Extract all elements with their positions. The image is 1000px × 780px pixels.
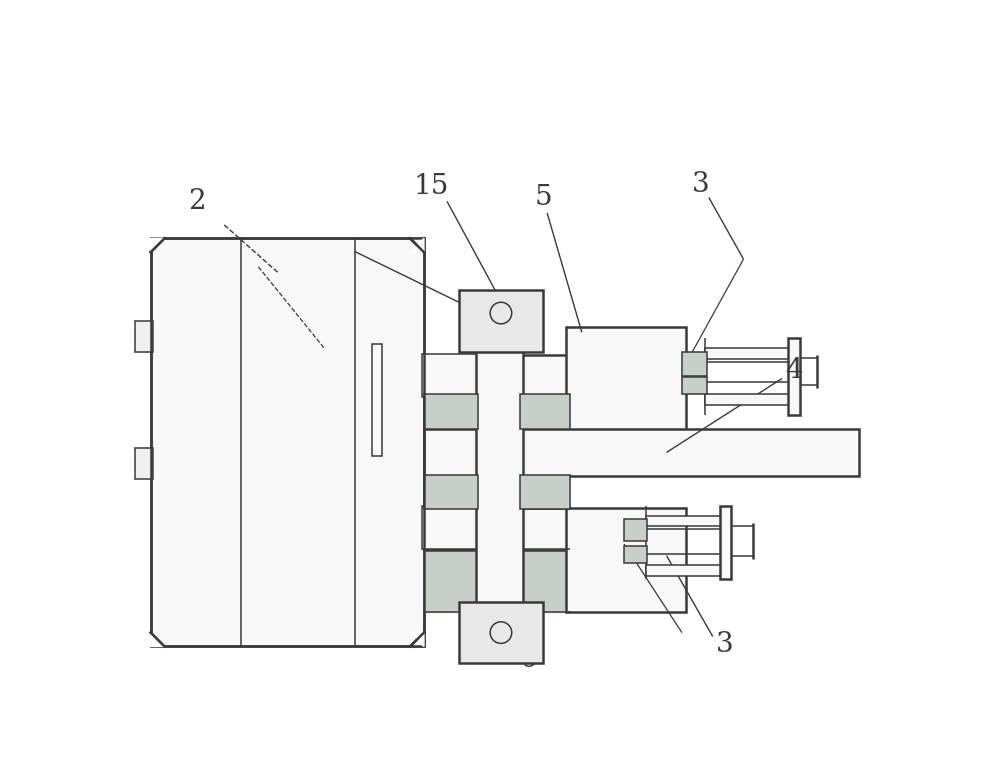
- Bar: [424, 394, 478, 428]
- Bar: [520, 394, 570, 428]
- Bar: [705, 394, 790, 406]
- Bar: [151, 239, 424, 647]
- Bar: [624, 519, 647, 541]
- Bar: [476, 311, 523, 654]
- Bar: [372, 344, 382, 456]
- Bar: [624, 546, 647, 563]
- Bar: [422, 506, 480, 549]
- Bar: [520, 475, 570, 509]
- Bar: [151, 239, 424, 647]
- Text: 2: 2: [188, 188, 206, 215]
- Bar: [424, 475, 478, 509]
- Polygon shape: [410, 633, 424, 647]
- Polygon shape: [424, 549, 570, 612]
- Bar: [424, 356, 570, 395]
- Polygon shape: [151, 633, 164, 647]
- Bar: [135, 448, 153, 479]
- Bar: [705, 348, 790, 360]
- Text: 3: 3: [715, 631, 733, 658]
- Bar: [720, 506, 731, 580]
- Bar: [422, 354, 480, 397]
- Bar: [566, 327, 686, 431]
- Polygon shape: [410, 239, 424, 252]
- Bar: [424, 508, 570, 550]
- Bar: [566, 508, 686, 612]
- Bar: [424, 428, 859, 477]
- Text: 4: 4: [785, 357, 802, 385]
- Polygon shape: [151, 633, 164, 647]
- Polygon shape: [410, 633, 424, 647]
- Text: 6: 6: [519, 646, 537, 673]
- Polygon shape: [410, 239, 424, 252]
- Bar: [135, 321, 153, 352]
- Text: 5: 5: [534, 184, 552, 211]
- Bar: [682, 352, 707, 376]
- Polygon shape: [151, 239, 164, 252]
- Text: 15: 15: [414, 172, 449, 200]
- Bar: [459, 290, 543, 352]
- Bar: [682, 377, 707, 394]
- Bar: [646, 516, 723, 526]
- Polygon shape: [151, 239, 164, 252]
- Bar: [459, 602, 543, 664]
- Text: 3: 3: [692, 171, 710, 198]
- Bar: [788, 339, 800, 416]
- Bar: [646, 565, 723, 576]
